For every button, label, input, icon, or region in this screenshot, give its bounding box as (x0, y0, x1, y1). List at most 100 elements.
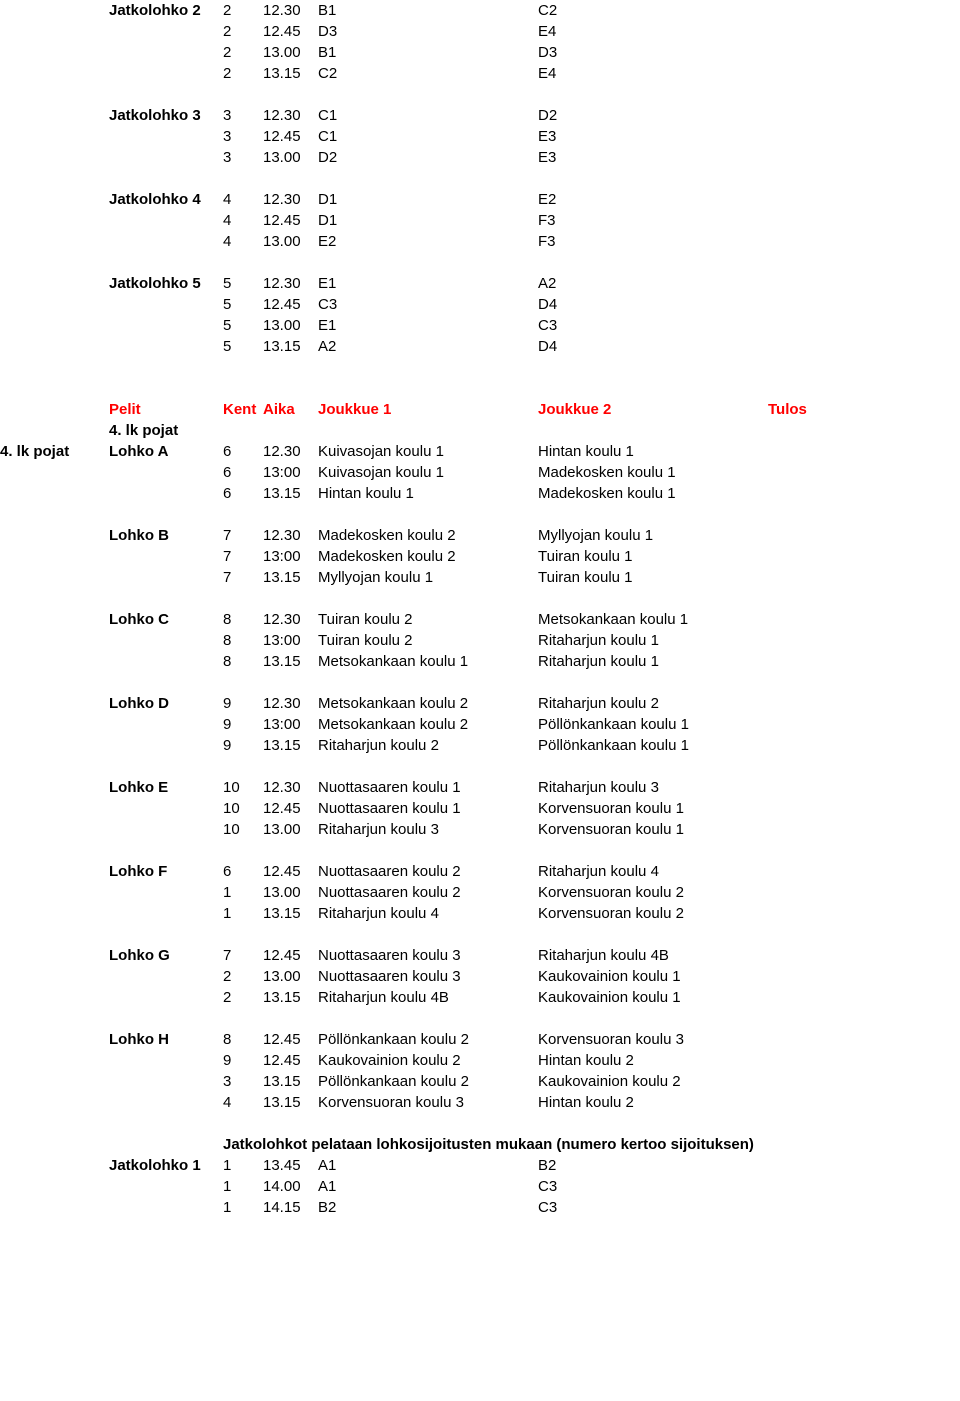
aika-cell: 12.45 (263, 23, 318, 40)
table-row: Lohko D912.30Metsokankaan koulu 2Ritahar… (0, 693, 960, 714)
joukkue2-cell: E3 (538, 128, 768, 145)
spacer (0, 252, 960, 273)
table-row: 213.00Nuottasaaren koulu 3Kaukovainion k… (0, 966, 960, 987)
kentta-cell: 6 (223, 485, 263, 502)
table-row: 413.00E2F3 (0, 231, 960, 252)
kentta-cell: 8 (223, 611, 263, 628)
kentta-cell: 3 (223, 107, 263, 124)
joukkue1-cell: Pöllönkankaan koulu 2 (318, 1073, 538, 1090)
joukkue2-cell: E2 (538, 191, 768, 208)
kentta-cell: 2 (223, 65, 263, 82)
aika-cell: 12.45 (263, 128, 318, 145)
group-label: Lohko H (109, 1031, 223, 1048)
joukkue2-cell: Ritaharjun koulu 1 (538, 632, 768, 649)
joukkue2-cell: Ritaharjun koulu 1 (538, 653, 768, 670)
table-row: Lohko E1012.30Nuottasaaren koulu 1Ritaha… (0, 777, 960, 798)
joukkue2-cell: Korvensuoran koulu 3 (538, 1031, 768, 1048)
joukkue2-cell: Ritaharjun koulu 2 (538, 695, 768, 712)
aika-cell: 13.15 (263, 569, 318, 586)
kentta-cell: 2 (223, 44, 263, 61)
table-row: 4. lk pojatLohko A612.30Kuivasojan koulu… (0, 441, 960, 462)
joukkue1-cell: Metsokankaan koulu 2 (318, 716, 538, 733)
joukkue1-cell: D1 (318, 191, 538, 208)
joukkue1-cell: E1 (318, 275, 538, 292)
joukkue2-cell: E4 (538, 65, 768, 82)
table-row: Jatkolohko 3312.30C1D2 (0, 105, 960, 126)
table-row: 412.45D1F3 (0, 210, 960, 231)
table-row: 212.45D3E4 (0, 21, 960, 42)
kentta-cell: 1 (223, 1178, 263, 1195)
joukkue2-cell: Korvensuoran koulu 1 (538, 821, 768, 838)
joukkue1-cell: C1 (318, 107, 538, 124)
table-row: 1013.00Ritaharjun koulu 3Korvensuoran ko… (0, 819, 960, 840)
joukkue1-cell: Nuottasaaren koulu 3 (318, 947, 538, 964)
table-row: 513.15A2D4 (0, 336, 960, 357)
kentta-cell: 4 (223, 212, 263, 229)
aika-cell: 12.45 (263, 296, 318, 313)
table-row: 113.00Nuottasaaren koulu 2Korvensuoran k… (0, 882, 960, 903)
aika-cell: 12.30 (263, 191, 318, 208)
joukkue1-cell: Ritaharjun koulu 4B (318, 989, 538, 1006)
spacer (0, 672, 960, 693)
kentta-cell: 2 (223, 989, 263, 1006)
joukkue2-cell: C3 (538, 1178, 768, 1195)
joukkue1-cell: Nuottasaaren koulu 1 (318, 800, 538, 817)
spacer (0, 1008, 960, 1029)
joukkue1-cell: C2 (318, 65, 538, 82)
joukkue1-cell: Myllyojan koulu 1 (318, 569, 538, 586)
aika-cell: 13.00 (263, 821, 318, 838)
joukkue1-cell: Tuiran koulu 2 (318, 611, 538, 628)
kentta-cell: 1 (223, 905, 263, 922)
group-label: Lohko A (109, 443, 223, 460)
kentta-cell: 6 (223, 464, 263, 481)
aika-cell: 12.30 (263, 695, 318, 712)
kentta-cell: 4 (223, 233, 263, 250)
joukkue2-cell: A2 (538, 275, 768, 292)
table-row: 114.15B2C3 (0, 1197, 960, 1218)
joukkue2-cell: C2 (538, 2, 768, 19)
group-label: Jatkolohko 2 (109, 2, 223, 19)
section-inner-row: 4. lk pojat (0, 420, 960, 441)
aika-cell: 12.45 (263, 800, 318, 817)
kentta-cell: 5 (223, 296, 263, 313)
joukkue2-cell: D4 (538, 296, 768, 313)
table-row: 213.15Ritaharjun koulu 4BKaukovainion ko… (0, 987, 960, 1008)
group-label: 4. lk pojat (109, 422, 223, 439)
kentta-cell: 8 (223, 1031, 263, 1048)
joukkue1-cell: B2 (318, 1199, 538, 1216)
aika-cell: 13.15 (263, 65, 318, 82)
joukkue1-cell: E2 (318, 233, 538, 250)
group-label: Lohko C (109, 611, 223, 628)
joukkue1-cell: Madekosken koulu 2 (318, 527, 538, 544)
joukkue1-cell: Ritaharjun koulu 3 (318, 821, 538, 838)
aika-cell: 12.30 (263, 611, 318, 628)
kentta-cell: 2 (223, 2, 263, 19)
spacer (0, 588, 960, 609)
joukkue1-cell: Pöllönkankaan koulu 2 (318, 1031, 538, 1048)
tulos-cell: Tulos (768, 401, 868, 418)
joukkue1-cell: C1 (318, 128, 538, 145)
joukkue1-cell: E1 (318, 317, 538, 334)
joukkue1-cell: Kuivasojan koulu 1 (318, 464, 538, 481)
joukkue1-cell: A1 (318, 1157, 538, 1174)
table-row: Jatkolohko 1113.45A1B2 (0, 1155, 960, 1176)
joukkue2-cell: Korvensuoran koulu 1 (538, 800, 768, 817)
joukkue2-cell: E4 (538, 23, 768, 40)
kentta-cell: 9 (223, 1052, 263, 1069)
kentta-cell: Kent (223, 401, 263, 418)
table-row: Lohko B712.30Madekosken koulu 2Myllyojan… (0, 525, 960, 546)
aika-cell: 13:00 (263, 548, 318, 565)
joukkue1-cell: Hintan koulu 1 (318, 485, 538, 502)
joukkue2-cell: Ritaharjun koulu 3 (538, 779, 768, 796)
spacer (0, 756, 960, 777)
table-row: Lohko H812.45Pöllönkankaan koulu 2Korven… (0, 1029, 960, 1050)
kentta-cell: 7 (223, 947, 263, 964)
kentta-cell: 5 (223, 317, 263, 334)
aika-cell: 13:00 (263, 716, 318, 733)
table-row: 114.00A1C3 (0, 1176, 960, 1197)
joukkue1-cell: Metsokankaan koulu 1 (318, 653, 538, 670)
aika-cell: 14.15 (263, 1199, 318, 1216)
aika-cell: 12.30 (263, 443, 318, 460)
joukkue1-cell: Tuiran koulu 2 (318, 632, 538, 649)
group-label: Pelit (109, 401, 223, 418)
